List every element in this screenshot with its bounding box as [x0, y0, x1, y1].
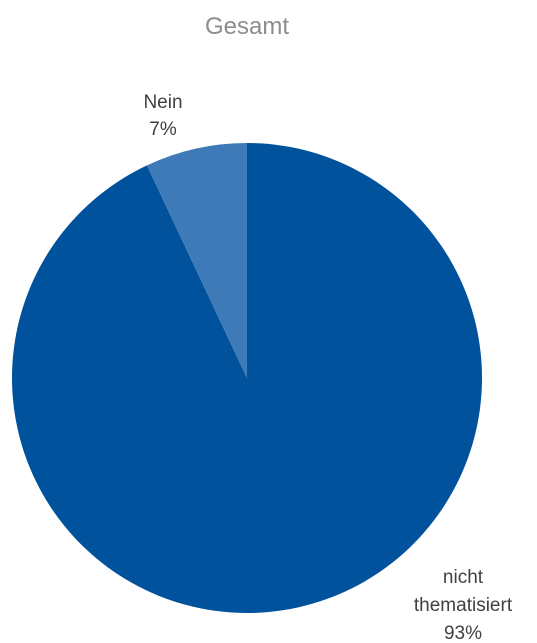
- pie-slice-nicht-thematisiert: [11, 143, 483, 613]
- slice-label-nicht-thematisiert: thematisiert: [414, 595, 513, 616]
- slice-label-nicht-thematisiert: nicht: [443, 567, 484, 588]
- pie-slices: [11, 143, 483, 613]
- chart-title: Gesamt: [205, 13, 289, 40]
- pie-slice-nein: [146, 143, 247, 378]
- slice-label-nein: Nein: [143, 92, 182, 113]
- slice-value-label-nicht-thematisiert: 93%: [444, 623, 482, 643]
- slice-value-label-nein: 7%: [149, 119, 177, 140]
- slice-labels: nicht thematisiert 93% Nein 7%: [143, 92, 512, 643]
